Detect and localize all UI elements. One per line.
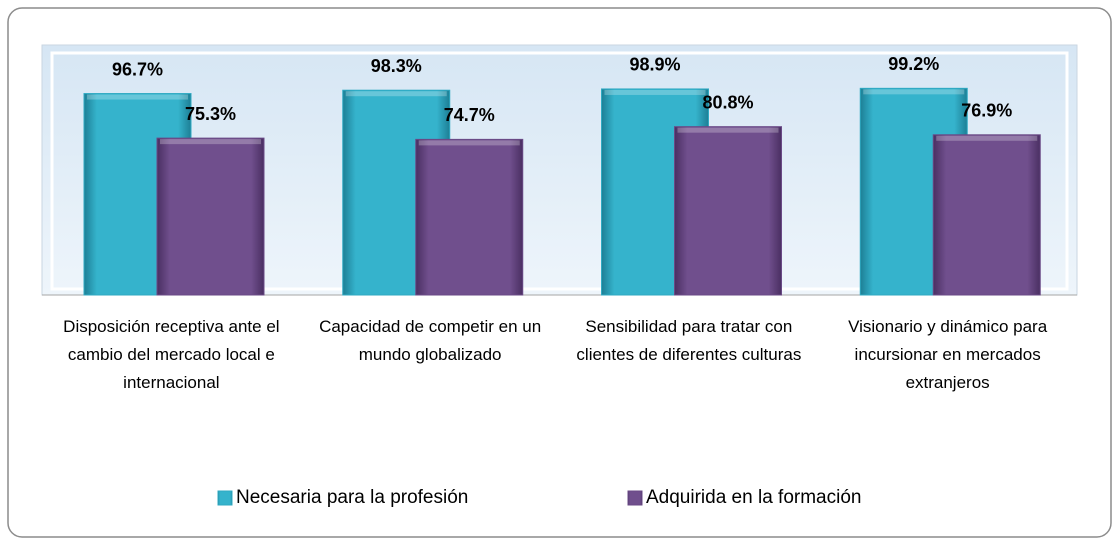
bar: [415, 138, 524, 296]
x-tick-label: Visionario y dinámico para incursionar e…: [848, 317, 1048, 392]
bar-highlight: [863, 89, 965, 95]
value-label: 75.3%: [185, 104, 236, 124]
legend-label: Adquirida en la formación: [646, 487, 861, 508]
value-label: 76.9%: [961, 101, 1012, 121]
value-label: 98.3%: [371, 56, 422, 76]
bar-highlight: [604, 89, 706, 95]
x-tick-label: Sensibilidad para tratar con clientes de…: [576, 317, 802, 364]
x-tick-label: Capacidad de competir en un mundo global…: [319, 317, 542, 364]
value-label: 99.2%: [888, 54, 939, 74]
value-label: 98.9%: [629, 55, 680, 75]
value-label: 96.7%: [112, 59, 163, 79]
bar: [674, 126, 782, 296]
bar: [932, 134, 1041, 296]
bar-highlight: [936, 135, 1038, 141]
legend-swatch: [627, 490, 643, 506]
bar: [156, 137, 265, 296]
bar-highlight: [160, 139, 261, 145]
value-label: 80.8%: [702, 92, 753, 112]
bar-highlight: [418, 140, 520, 146]
legend-swatch: [217, 490, 233, 506]
bar-highlight: [87, 94, 188, 100]
x-tick-label: Disposición receptiva ante el cambio del…: [63, 317, 280, 392]
value-label: 74.7%: [444, 105, 495, 125]
legend-label: Necesaria para la profesión: [236, 487, 468, 508]
bar-highlight: [345, 91, 447, 97]
plot-inner-border: [50, 51, 1069, 291]
bar-highlight: [677, 127, 779, 133]
